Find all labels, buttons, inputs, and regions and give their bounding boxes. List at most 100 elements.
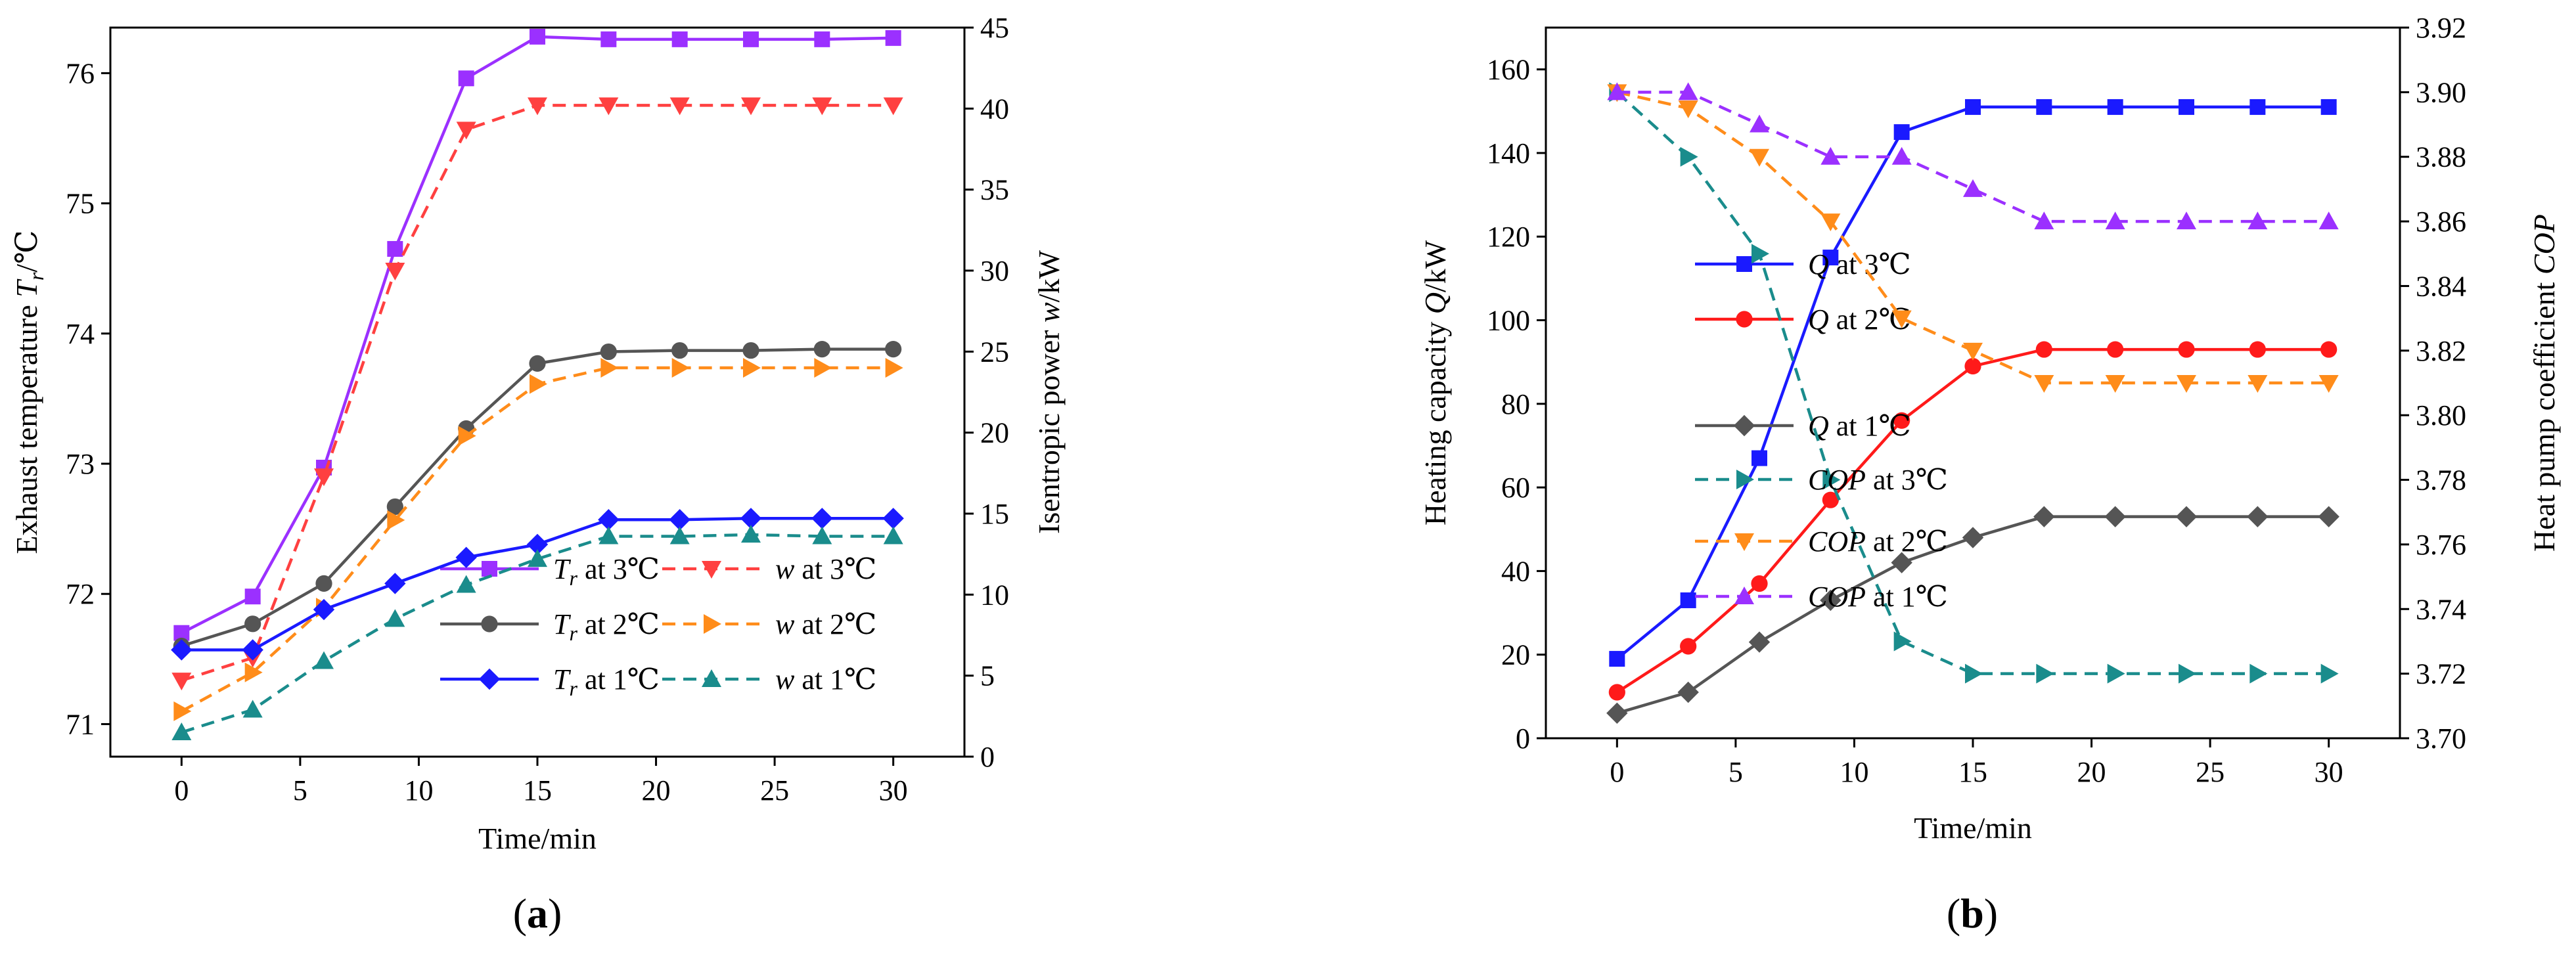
data-point xyxy=(1965,663,1983,684)
y-tick-label: 80 xyxy=(1501,388,1530,420)
legend-marker xyxy=(478,668,501,690)
data-point xyxy=(2318,375,2339,393)
series-line xyxy=(181,104,893,682)
legend-label: Tr at 3℃ xyxy=(553,553,660,590)
data-point xyxy=(2035,341,2052,358)
y-tick-label: 71 xyxy=(66,708,95,740)
data-point xyxy=(2033,506,2055,527)
legend-label: COP at 1℃ xyxy=(1808,581,1948,613)
legend-entry: COP at 2℃ xyxy=(1695,525,1948,558)
data-point xyxy=(1678,82,1698,100)
legend-label: w at 3℃ xyxy=(775,553,876,585)
y2-axis-title: Isentropic power w/kW xyxy=(1032,250,1066,534)
data-point xyxy=(743,358,761,378)
data-point xyxy=(1822,250,1839,266)
legend-label: COP at 3℃ xyxy=(1808,464,1948,496)
data-point xyxy=(2320,99,2337,115)
series-w-at-1- xyxy=(171,525,903,740)
data-point xyxy=(1608,684,1625,701)
data-point xyxy=(242,700,263,718)
data-point xyxy=(529,355,546,372)
y-tick-label: 73 xyxy=(66,448,95,480)
legend-label: Tr at 2℃ xyxy=(553,608,660,645)
data-point xyxy=(387,240,403,257)
data-point xyxy=(1822,491,1839,508)
data-point xyxy=(883,526,903,544)
y-tick-label: 74 xyxy=(66,318,95,350)
data-point xyxy=(244,589,261,605)
data-point xyxy=(313,598,335,621)
data-point xyxy=(1891,310,1912,328)
data-point xyxy=(598,509,620,531)
data-point xyxy=(671,342,689,359)
data-point xyxy=(2247,506,2269,527)
data-point xyxy=(530,28,545,45)
data-point xyxy=(384,573,406,594)
y-tick-label: 60 xyxy=(1501,472,1530,504)
legend-entry: Tr at 1℃ xyxy=(440,663,660,700)
legend-marker xyxy=(1734,533,1754,551)
data-point xyxy=(2036,99,2052,115)
data-point xyxy=(2318,506,2339,527)
y2-tick-label: 10 xyxy=(980,579,1009,611)
legend-label: w at 2℃ xyxy=(775,608,876,640)
chart-b: 0 5 10 15 20 25 30 0 20 40 60 80 100 120 140 160 3.70 3.7… xyxy=(1418,12,2561,937)
y-tick-label: 20 xyxy=(1501,639,1530,671)
x-tick-label: 10 xyxy=(1840,756,1868,788)
data-point xyxy=(1607,82,1627,100)
legend-entry: Tr at 2℃ xyxy=(440,608,660,645)
data-point xyxy=(456,122,476,140)
y2-tick-label: 25 xyxy=(980,336,1009,368)
data-point xyxy=(2179,663,2196,684)
data-point xyxy=(1893,124,1910,141)
x-tick-label: 30 xyxy=(2315,756,2343,788)
y-axis-title: Exhaust temperature Tr/℃ xyxy=(10,230,48,554)
x-tick-label: 0 xyxy=(1610,756,1624,788)
series-q-at-3- xyxy=(1609,99,2337,667)
data-point xyxy=(2107,99,2123,115)
y2-tick-label: 15 xyxy=(980,498,1009,530)
x-tick-label: 25 xyxy=(760,774,789,807)
y-tick-label: 120 xyxy=(1487,221,1530,253)
data-point xyxy=(2249,99,2266,115)
data-point xyxy=(812,526,832,544)
data-point xyxy=(1606,702,1628,724)
legend-entry: w at 3℃ xyxy=(662,553,876,585)
legend-entry: Tr at 3℃ xyxy=(440,553,660,590)
y-tick-label: 0 xyxy=(1516,722,1530,755)
y2-tick-label: 35 xyxy=(980,174,1009,206)
y2-tick-label: 3.72 xyxy=(2416,658,2466,690)
legend-marker xyxy=(1734,587,1754,604)
data-point xyxy=(2320,341,2338,358)
data-point xyxy=(528,97,547,116)
data-point xyxy=(1678,100,1698,118)
data-point xyxy=(1750,114,1769,133)
data-point xyxy=(883,97,903,116)
data-point xyxy=(1677,681,1699,703)
data-point xyxy=(1891,146,1912,165)
data-point xyxy=(2107,341,2124,358)
data-point xyxy=(1963,342,1983,361)
series-w-at-2- xyxy=(173,358,903,721)
data-point xyxy=(669,97,690,116)
x-tick-label: 5 xyxy=(293,774,307,807)
legend-entry: COP at 1℃ xyxy=(1695,581,1948,613)
data-point xyxy=(456,575,476,593)
y2-tick-label: 3.80 xyxy=(2416,399,2466,432)
data-point xyxy=(2177,211,2196,230)
legend-label: w at 1℃ xyxy=(775,663,876,696)
series-line xyxy=(1617,91,2329,223)
y2-tick-label: 3.76 xyxy=(2416,529,2466,561)
legend-marker xyxy=(1736,256,1752,272)
data-point xyxy=(2320,663,2339,684)
y2-tick-label: 0 xyxy=(980,741,995,773)
data-point xyxy=(1609,651,1625,667)
data-point xyxy=(882,508,904,529)
data-point xyxy=(1893,631,1912,652)
data-point xyxy=(2105,375,2125,393)
data-point xyxy=(885,358,903,378)
data-point xyxy=(2175,506,2198,527)
series-cop-at-1- xyxy=(1607,82,2339,230)
legend-marker xyxy=(702,669,721,687)
data-point xyxy=(244,615,261,633)
